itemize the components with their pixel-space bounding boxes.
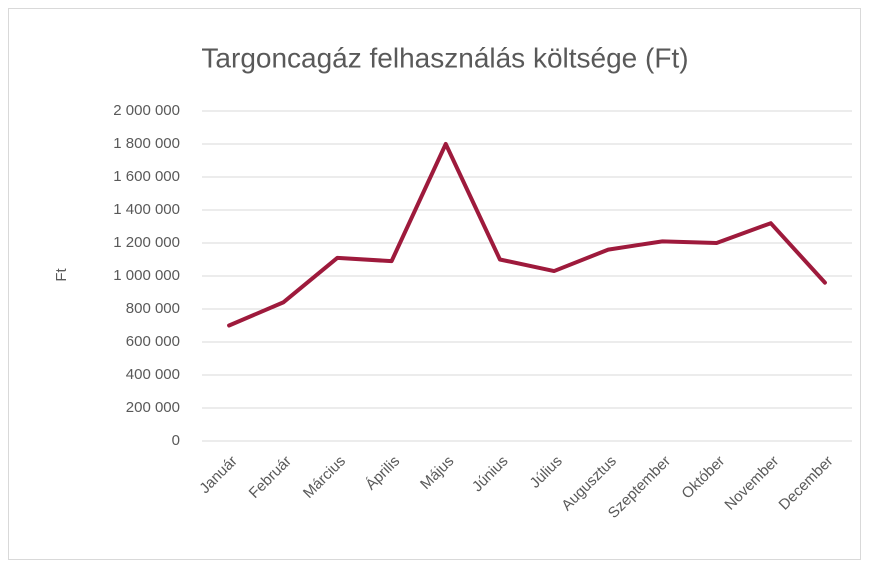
y-tick-label: 800 000: [126, 300, 180, 317]
y-tick-label: 1 600 000: [113, 168, 180, 185]
y-tick-label: 1 000 000: [113, 267, 180, 284]
y-tick-label: 1 200 000: [113, 234, 180, 251]
y-tick-label: 200 000: [126, 399, 180, 416]
chart-title: Targoncagáz felhasználás költsége (Ft): [201, 42, 688, 73]
y-tick-label: 600 000: [126, 333, 180, 350]
y-tick-label: 0: [172, 432, 180, 449]
y-tick-label: 1 800 000: [113, 135, 180, 152]
y-tick-label: 400 000: [126, 366, 180, 383]
y-tick-label: 1 400 000: [113, 201, 180, 218]
y-tick-label: 2 000 000: [113, 102, 180, 119]
line-series: [227, 142, 827, 328]
chart-border: [8, 8, 861, 560]
y-axis-label: Ft: [53, 268, 70, 282]
